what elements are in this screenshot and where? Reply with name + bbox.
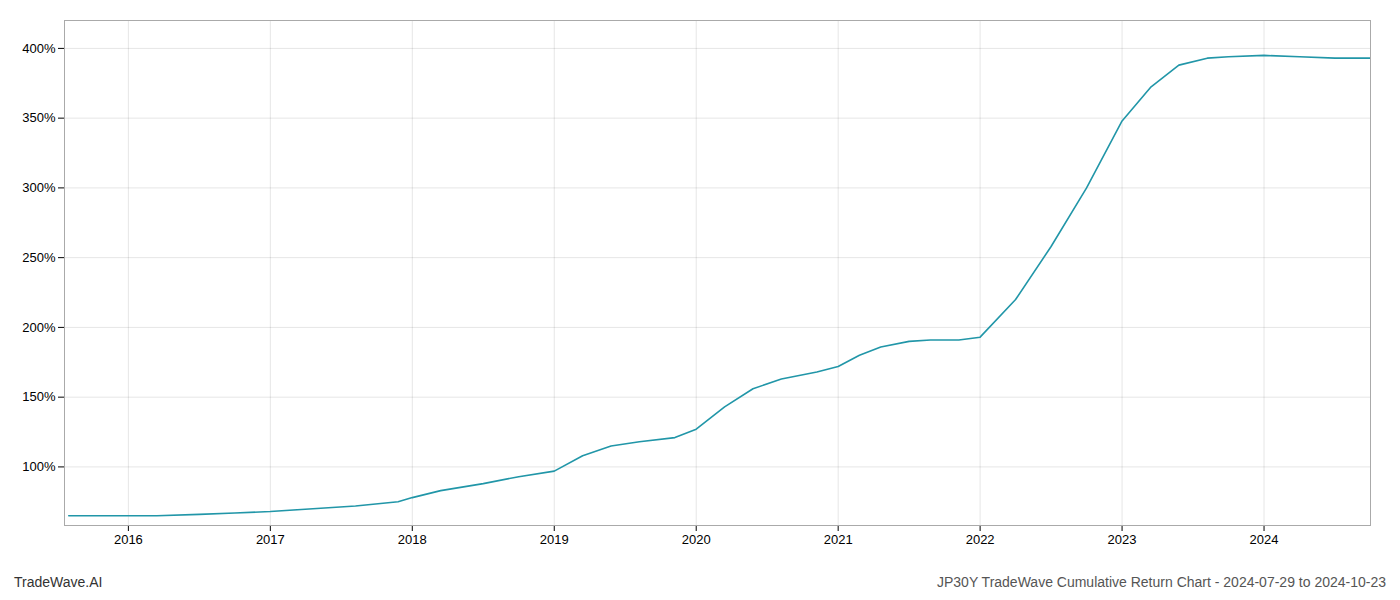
svg-text:400%: 400%: [22, 41, 56, 56]
svg-text:2019: 2019: [540, 532, 569, 547]
svg-text:100%: 100%: [22, 459, 56, 474]
svg-text:2016: 2016: [114, 532, 143, 547]
svg-text:150%: 150%: [22, 389, 56, 404]
svg-text:2020: 2020: [682, 532, 711, 547]
svg-text:250%: 250%: [22, 250, 56, 265]
svg-text:300%: 300%: [22, 180, 56, 195]
svg-text:2017: 2017: [256, 532, 285, 547]
svg-text:350%: 350%: [22, 110, 56, 125]
svg-text:200%: 200%: [22, 320, 56, 335]
html-text:JP30Y TradeWave Cumulative Ret: JP30Y TradeWave Cumulative Return Chart …: [937, 574, 1386, 590]
svg-text:2023: 2023: [1108, 532, 1137, 547]
svg-text:2024: 2024: [1250, 532, 1279, 547]
svg-text:2022: 2022: [966, 532, 995, 547]
svg-text:2021: 2021: [824, 532, 853, 547]
html-text:TradeWave.AI: TradeWave.AI: [14, 574, 103, 590]
svg-text:2018: 2018: [398, 532, 427, 547]
